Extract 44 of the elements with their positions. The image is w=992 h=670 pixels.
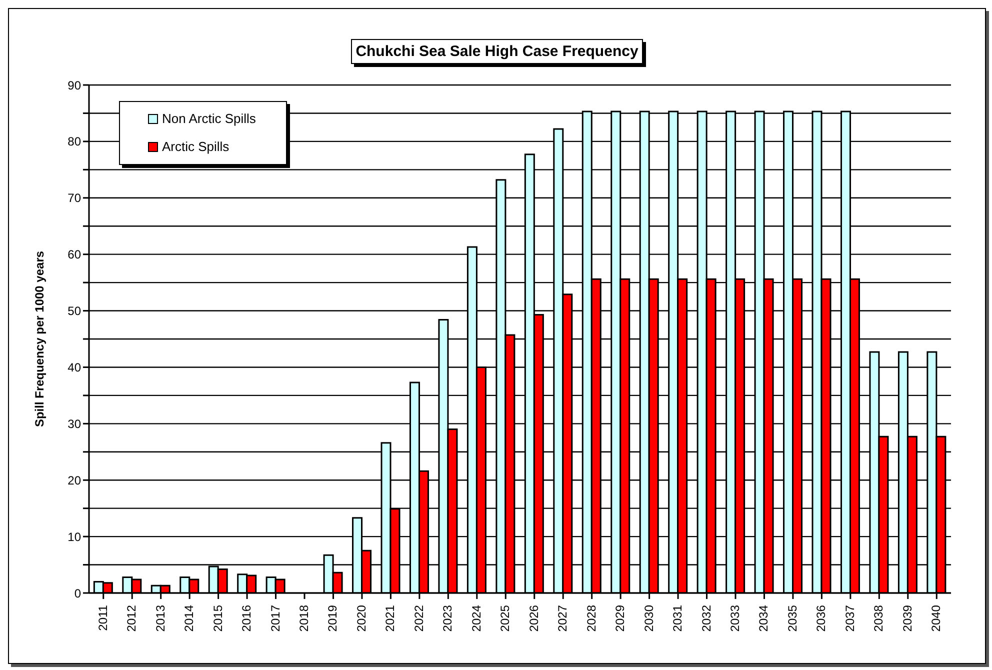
- legend-label: Arctic Spills: [162, 138, 230, 156]
- x-tick-label: 2013: [153, 604, 168, 632]
- y-tick-label: 10: [68, 530, 82, 544]
- y-axis-title: Spill Frequency per 1000 years: [32, 250, 46, 428]
- x-tick-label: 2022: [412, 604, 426, 632]
- x-tick-label: 2028: [584, 604, 598, 632]
- x-tick-label: 2037: [842, 604, 857, 632]
- y-tick-label: 50: [68, 304, 82, 318]
- x-tick-label: 2025: [498, 604, 512, 632]
- y-tick-label: 60: [68, 248, 82, 262]
- x-tick-label: 2012: [124, 604, 139, 632]
- y-tick-label: 30: [68, 416, 82, 431]
- y-tick-label: 0: [74, 586, 82, 600]
- x-tick-label: 2032: [699, 604, 714, 632]
- y-tick-label: 80: [68, 134, 82, 149]
- x-tick-label: 2016: [240, 604, 254, 632]
- x-tick-label: 2017: [268, 604, 282, 632]
- x-tick-label: 2021: [383, 604, 398, 632]
- x-tick-label: 2029: [613, 604, 628, 632]
- x-tick-label: 2040: [929, 604, 944, 632]
- x-tick-label: 2038: [872, 604, 886, 632]
- x-tick-label: 2020: [354, 604, 368, 632]
- y-tick-label: 70: [68, 191, 82, 206]
- chart-title: Chukchi Sea Sale High Case Frequency: [350, 39, 644, 64]
- x-tick-label: 2030: [642, 604, 656, 632]
- y-tick-label: 40: [68, 360, 82, 374]
- x-tick-label: 2035: [785, 604, 800, 632]
- legend-label: Non Arctic Spills: [162, 110, 256, 128]
- x-tick-label: 2039: [900, 604, 914, 632]
- x-tick-label: 2034: [756, 604, 771, 632]
- x-tick-label: 2014: [182, 604, 196, 632]
- x-tick-label: 2019: [326, 604, 340, 632]
- x-tick-label: 2033: [728, 604, 742, 632]
- x-tick-label: 2023: [440, 604, 455, 632]
- y-tick-label: 90: [68, 78, 82, 92]
- x-tick-label: 2011: [96, 604, 110, 631]
- x-tick-label: 2031: [670, 604, 685, 632]
- x-tick-label: 2024: [469, 604, 484, 632]
- x-tick-label: 2036: [814, 604, 828, 632]
- y-tick-label: 20: [68, 473, 82, 488]
- x-tick-label: 2026: [526, 604, 541, 632]
- x-tick-label: 2015: [210, 604, 225, 632]
- x-tick-label: 2027: [556, 604, 570, 632]
- x-tick-label: 2018: [297, 604, 312, 632]
